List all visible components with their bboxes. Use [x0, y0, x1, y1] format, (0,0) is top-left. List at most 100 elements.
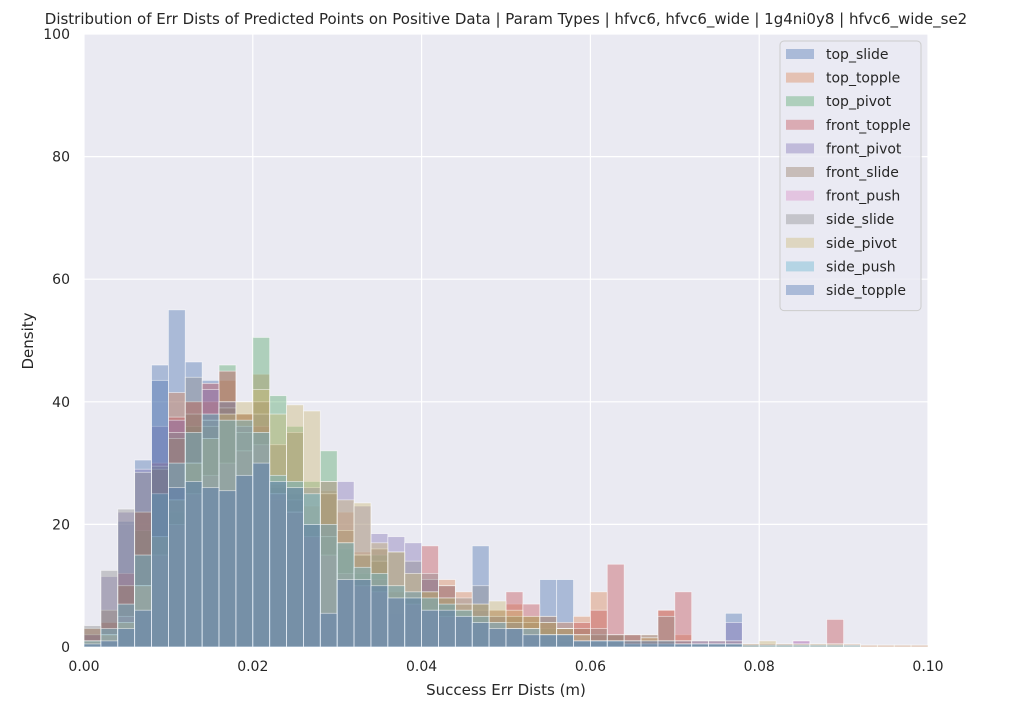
y-tick-label: 0	[61, 640, 70, 656]
histogram-bar	[303, 524, 321, 648]
x-tick-label: 0.04	[406, 659, 437, 675]
histogram-bar	[691, 643, 709, 648]
legend-swatch	[786, 261, 814, 272]
histogram-bar	[269, 481, 287, 648]
legend-swatch	[786, 190, 814, 201]
histogram-bar	[387, 597, 406, 648]
histogram-bar	[606, 640, 625, 648]
legend-label: top_pivot	[826, 94, 892, 110]
legend-swatch	[786, 285, 814, 295]
histogram-bar	[826, 619, 844, 648]
histogram-bar	[623, 640, 642, 648]
histogram-bar	[184, 481, 203, 648]
histogram-bar	[708, 643, 726, 648]
legend-swatch	[786, 237, 814, 248]
histogram-bar	[556, 634, 574, 648]
y-tick-label: 100	[43, 27, 70, 43]
histogram-bar	[522, 634, 541, 648]
series-front-pivot	[83, 389, 811, 648]
histogram-bar	[573, 640, 591, 648]
series-side-topple	[83, 379, 743, 648]
legend-swatch	[786, 167, 814, 177]
series-side-slide	[83, 376, 844, 648]
histogram-bar	[83, 643, 102, 648]
histogram-bar	[640, 640, 659, 648]
y-tick-labels: 0 20 40 60 80 100	[43, 27, 70, 656]
histogram-bar	[201, 487, 220, 648]
histogram-bar	[134, 609, 152, 648]
y-axis-label: Density	[19, 312, 37, 369]
histogram-bar	[792, 644, 811, 648]
histogram-bar	[758, 644, 777, 648]
legend-label: front_push	[826, 189, 900, 205]
y-tick-label: 40	[52, 395, 70, 411]
histogram-bar	[235, 474, 254, 648]
histogram-bar	[674, 643, 693, 648]
legend-swatch	[786, 119, 814, 130]
legend-swatch	[786, 49, 814, 59]
series-side-pivot	[83, 389, 929, 648]
legend-label: side_slide	[826, 212, 894, 228]
histogram-bar	[454, 615, 473, 648]
x-tick-labels: 0.00 0.02 0.04 0.06 0.08 0.10	[68, 659, 943, 675]
histogram-bar	[218, 490, 237, 648]
legend-label: front_topple	[826, 118, 911, 134]
x-tick-label: 0.00	[68, 659, 99, 675]
histogram-bar	[319, 612, 338, 648]
histogram-bar	[657, 640, 676, 648]
legend-swatch	[786, 96, 814, 107]
legend-label: side_push	[826, 259, 896, 275]
histogram-bar	[860, 644, 878, 648]
legend-label: top_topple	[826, 71, 900, 87]
histogram-bar	[505, 628, 524, 648]
histogram-bar	[893, 644, 912, 648]
histogram-bar	[370, 585, 389, 648]
histogram-bar	[438, 609, 456, 648]
histogram-bar	[404, 597, 423, 648]
histogram-bar	[843, 644, 861, 648]
legend-swatch	[786, 214, 814, 225]
histogram-bar	[100, 640, 119, 648]
histogram-bar	[725, 643, 743, 648]
legend-swatch	[786, 143, 814, 154]
x-tick-label: 0.02	[237, 659, 268, 675]
histogram-bar	[151, 379, 169, 648]
legend: top_slide top_topple top_pivot front_topple…	[779, 40, 922, 312]
legend-label: top_slide	[826, 47, 889, 63]
histogram-bar	[775, 644, 794, 648]
legend-label: side_topple	[826, 283, 906, 299]
histogram-bar	[336, 579, 355, 648]
chart-title: Distribution of Err Dists of Predicted P…	[45, 10, 967, 29]
histogram-bar	[876, 644, 895, 648]
histogram-bar	[539, 634, 558, 648]
legend-label: front_slide	[826, 165, 899, 181]
histogram-bar	[910, 644, 929, 648]
y-tick-label: 60	[52, 272, 70, 288]
histogram-bar	[252, 462, 271, 648]
histogram-bar	[488, 628, 507, 648]
x-axis-label: Success Err Dists (m)	[426, 681, 586, 699]
x-tick-label: 0.10	[912, 659, 943, 675]
x-tick-label: 0.06	[575, 659, 606, 675]
histogram-bar	[590, 640, 608, 648]
histogram-bar	[471, 622, 490, 648]
y-tick-label: 80	[52, 150, 70, 166]
histogram-bar	[286, 487, 304, 648]
histogram-bar	[167, 487, 186, 648]
series-front-slide	[83, 401, 760, 648]
series-side-push	[83, 413, 861, 648]
y-tick-label: 20	[52, 517, 70, 533]
histogram-bar	[117, 628, 136, 648]
histogram-bar	[353, 579, 372, 648]
histogram-bars	[83, 309, 929, 648]
legend-swatch	[786, 72, 814, 83]
histogram-bar	[674, 591, 693, 648]
legend-box	[779, 40, 922, 312]
histogram-bar	[421, 609, 439, 648]
histogram-bar	[826, 644, 844, 648]
x-tick-label: 0.08	[744, 659, 775, 675]
legend-label: front_pivot	[826, 141, 902, 157]
legend-label: side_pivot	[826, 236, 897, 252]
